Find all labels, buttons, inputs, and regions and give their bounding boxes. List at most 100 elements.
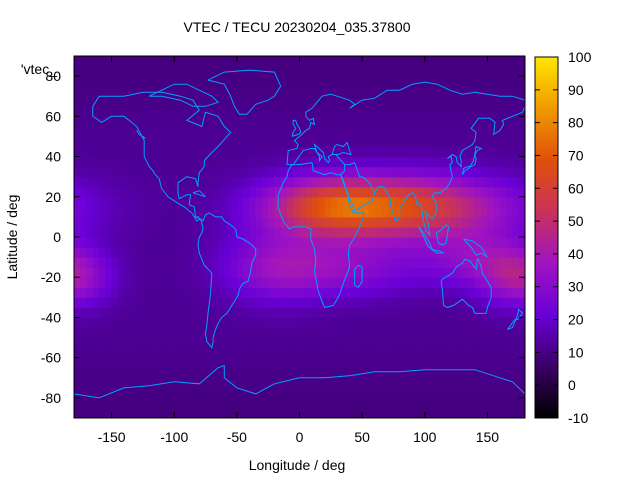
heatmap-cell <box>337 407 344 418</box>
heatmap-cell <box>86 337 94 349</box>
heatmap-cell <box>180 146 188 158</box>
heatmap-cell <box>155 136 163 148</box>
heatmap-cell <box>349 237 357 248</box>
heatmap-cell <box>499 56 507 67</box>
heatmap-cell <box>280 347 288 359</box>
heatmap-cell <box>468 347 476 359</box>
heatmap-cell <box>211 347 219 359</box>
coastline <box>331 141 352 156</box>
heatmap-cell <box>249 76 257 87</box>
heatmap-cell <box>305 407 313 418</box>
heatmap-cell <box>180 116 188 127</box>
heatmap-cell <box>174 307 182 319</box>
heatmap-cell <box>362 287 370 298</box>
heatmap-cell <box>443 307 451 319</box>
heatmap-cell <box>318 337 326 349</box>
heatmap-cell <box>312 297 319 308</box>
heatmap-cell <box>236 397 244 409</box>
heatmap-cell <box>155 116 163 127</box>
heatmap-cell <box>318 367 326 379</box>
heatmap-cell <box>393 206 401 218</box>
heatmap-cell <box>155 387 163 399</box>
heatmap-cell <box>117 287 125 298</box>
heatmap-cell <box>324 196 332 208</box>
heatmap-cell <box>462 387 470 399</box>
heatmap-cell <box>456 196 463 208</box>
heatmap-cell <box>449 357 457 369</box>
heatmap-cell <box>418 166 426 178</box>
heatmap-cell <box>330 66 338 77</box>
heatmap-cell <box>312 327 319 339</box>
y-axis-label: Latitude / deg <box>4 195 20 280</box>
heatmap-cell <box>268 136 276 148</box>
heatmap-cell <box>456 206 463 218</box>
heatmap-cell <box>136 146 144 158</box>
heatmap-cell <box>449 237 457 248</box>
heatmap-cell <box>186 357 194 369</box>
heatmap-cell <box>211 116 219 127</box>
heatmap-cell <box>268 116 276 127</box>
heatmap-cell <box>299 166 307 178</box>
heatmap-cell <box>117 357 125 369</box>
heatmap-cell <box>80 237 88 248</box>
heatmap-cell <box>74 156 81 168</box>
heatmap-cell <box>205 226 213 238</box>
heatmap-cell <box>330 226 338 238</box>
heatmap-cell <box>343 347 351 359</box>
heatmap-cell <box>92 347 100 359</box>
heatmap-cell <box>443 56 451 67</box>
heatmap-cell <box>481 357 489 369</box>
heatmap-cell <box>449 297 457 308</box>
heatmap-cell <box>330 297 338 308</box>
heatmap-cell <box>74 186 81 198</box>
heatmap-cell <box>211 407 219 418</box>
heatmap-cell <box>180 317 188 329</box>
heatmap-cell <box>280 66 288 77</box>
heatmap-cell <box>462 106 470 117</box>
heatmap-cell <box>424 287 432 298</box>
heatmap-cell <box>418 146 426 158</box>
heatmap-cell <box>293 186 301 198</box>
heatmap-cell <box>312 277 319 288</box>
heatmap-cell <box>99 237 106 248</box>
heatmap-cell <box>174 216 182 228</box>
heatmap-cell <box>199 337 207 349</box>
heatmap-cell <box>268 76 276 87</box>
heatmap-cell <box>405 166 413 178</box>
x-tick-label: 0 <box>296 429 304 445</box>
heatmap-cell <box>167 327 175 339</box>
heatmap-cell <box>293 216 301 228</box>
heatmap-cell <box>512 397 520 409</box>
heatmap-cell <box>405 146 413 158</box>
heatmap-cell <box>387 216 395 228</box>
heatmap-cell <box>224 377 232 389</box>
heatmap-cell <box>86 76 94 87</box>
heatmap-cell <box>374 226 382 238</box>
heatmap-cell <box>493 287 501 298</box>
heatmap-cell <box>136 407 144 418</box>
heatmap-cell <box>243 216 250 228</box>
heatmap-cell <box>399 397 407 409</box>
heatmap-cell <box>236 186 244 198</box>
heatmap-cell <box>280 257 288 268</box>
heatmap-cell <box>111 407 119 418</box>
heatmap-cell <box>261 277 269 288</box>
heatmap-cell <box>418 247 426 258</box>
heatmap-cell <box>374 186 382 198</box>
heatmap-cell <box>299 136 307 148</box>
heatmap-cell <box>380 327 388 339</box>
heatmap-cell <box>86 186 94 198</box>
heatmap-cell <box>493 307 501 319</box>
heatmap-cell <box>180 56 188 67</box>
heatmap-cell <box>161 407 169 418</box>
heatmap-cell <box>167 287 175 298</box>
heatmap-cell <box>86 176 94 188</box>
heatmap-cell <box>274 76 282 87</box>
heatmap-cell <box>312 307 319 319</box>
heatmap-cell <box>268 106 276 117</box>
heatmap-cell <box>249 116 257 127</box>
heatmap-cell <box>506 176 514 188</box>
heatmap-cell <box>261 126 269 138</box>
heatmap-cell <box>130 397 138 409</box>
heatmap-cell <box>74 56 81 67</box>
